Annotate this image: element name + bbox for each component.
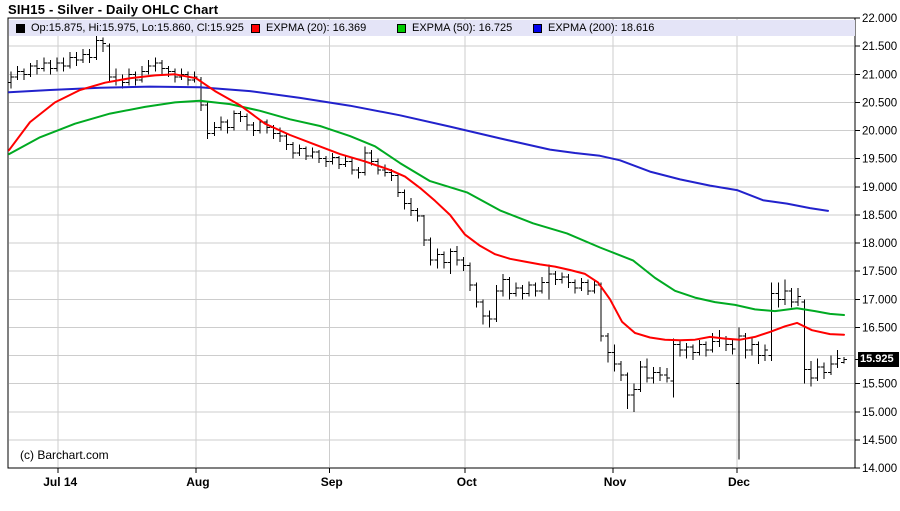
x-axis-label: Nov: [604, 475, 627, 489]
ema-lines-layer: [8, 73, 845, 342]
ema20-swatch-icon: [251, 23, 260, 33]
legend-ohlc-label: Op:15.875, Hi:15.975, Lo:15.860, Cl:15.9…: [31, 22, 244, 34]
x-axis-label: Aug: [186, 475, 209, 489]
y-axis-label: 20.000: [862, 126, 897, 138]
page-title: SIH15 - Silver - Daily OHLC Chart: [8, 2, 219, 17]
x-axis-label: Dec: [728, 475, 750, 489]
barchart-watermark: (c) Barchart.com: [20, 448, 109, 462]
y-axis-label: 20.500: [862, 97, 897, 109]
y-axis-label: 15.500: [862, 379, 897, 391]
legend-ema200-label: EXPMA (200): 18.616: [548, 22, 655, 34]
legend-bar: Op:15.875, Hi:15.975, Lo:15.860, Cl:15.9…: [9, 20, 855, 36]
y-axis-label: 14.000: [862, 463, 897, 475]
ema50-swatch-icon: [397, 23, 406, 33]
x-axis-label: Oct: [457, 475, 477, 489]
y-axis-label: 17.000: [862, 294, 897, 306]
legend-item-ema50: EXPMA (50): 16.725: [397, 20, 512, 36]
y-axis-label: 16.500: [862, 322, 897, 334]
y-axis-label: 19.500: [862, 154, 897, 166]
axis-labels-layer: 22.000 21.500 21.000 20.500 20.000 19.500 19.0…: [43, 13, 897, 489]
y-axis-label: 21.500: [862, 41, 897, 53]
legend-item-ohlc: Op:15.875, Hi:15.975, Lo:15.860, Cl:15.9…: [16, 20, 244, 36]
y-axis-label: 22.000: [862, 13, 897, 25]
ohlc-swatch-icon: [16, 23, 25, 33]
ema-200-line: [8, 85, 829, 212]
ohlc-bars-layer: [8, 36, 847, 460]
y-axis-label: 18.000: [862, 238, 897, 250]
legend-ema20-label: EXPMA (20): 16.369: [266, 22, 367, 34]
y-axis-label: 17.500: [862, 266, 897, 278]
gridlines-layer: [9, 19, 854, 467]
y-axis-label: 15.000: [862, 407, 897, 419]
legend-item-ema20: EXPMA (20): 16.369: [251, 20, 366, 36]
ema-20-line: [8, 73, 845, 342]
legend-ema50-label: EXPMA (50): 16.725: [412, 22, 513, 34]
legend-item-ema200: EXPMA (200): 18.616: [533, 20, 654, 36]
ema200-swatch-icon: [533, 23, 542, 33]
y-axis-label: 14.500: [862, 435, 897, 447]
axes-layer: [7, 17, 860, 473]
x-axis-label: Jul 14: [43, 475, 77, 489]
last-price-badge: 15.925: [858, 352, 899, 367]
y-axis-label: 18.500: [862, 210, 897, 222]
y-axis-label: 19.000: [862, 182, 897, 194]
ema-50-line: [8, 99, 845, 316]
y-axis-label: 21.000: [862, 69, 897, 81]
x-axis-label: Sep: [321, 475, 343, 489]
